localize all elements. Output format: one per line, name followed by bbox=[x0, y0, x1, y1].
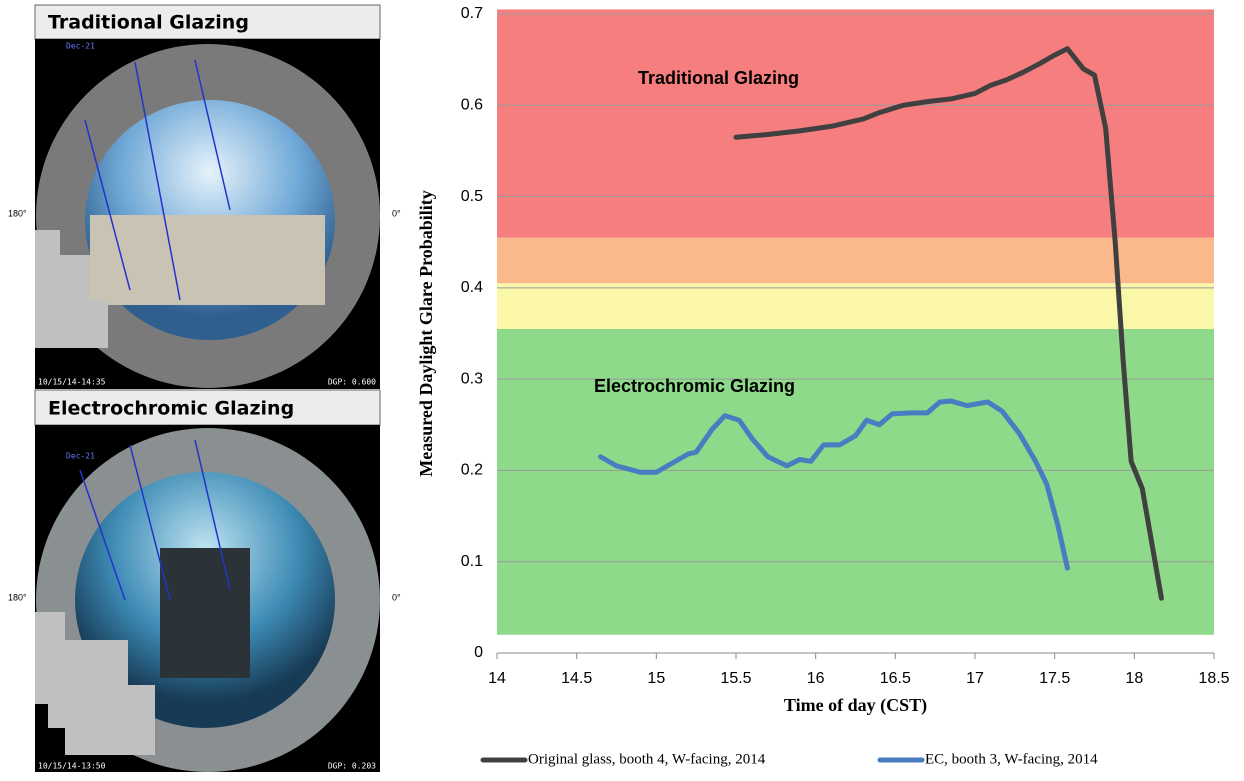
angle-label: 180° bbox=[8, 208, 27, 218]
x-tick-label: 17 bbox=[966, 670, 984, 687]
y-tick-label: 0.7 bbox=[461, 5, 483, 22]
booth bbox=[160, 548, 250, 678]
panel-label: Traditional Glazing bbox=[48, 12, 249, 34]
y-tick-label: 0.5 bbox=[461, 188, 483, 205]
timestamp: 10/15/14-13:50 bbox=[38, 762, 106, 771]
x-axis-label: Time of day (CST) bbox=[784, 695, 927, 716]
y-axis-label: Measured Daylight Glare Probability bbox=[416, 190, 436, 477]
x-tick-label: 18.5 bbox=[1198, 670, 1229, 687]
mask bbox=[90, 300, 108, 348]
dgp-value: DGP: 0.600 bbox=[328, 378, 376, 387]
y-tick-label: 0.3 bbox=[461, 370, 483, 387]
photo-panel: Traditional Glazing Dec-21 180° 0° 10/15… bbox=[8, 5, 401, 389]
angle-label: 0° bbox=[392, 208, 401, 218]
x-tick-label: 15.5 bbox=[720, 670, 751, 687]
date-label: Dec-21 bbox=[66, 452, 95, 461]
page: Traditional Glazing Dec-21 180° 0° 10/15… bbox=[0, 0, 1244, 776]
y-tick-label: 0.4 bbox=[461, 279, 483, 296]
photo-panel: Electrochromic Glazing Dec-21 180° 0° 10… bbox=[8, 390, 401, 772]
y-tick-label: 0.2 bbox=[461, 462, 483, 479]
angle-label: 180° bbox=[8, 592, 27, 602]
glare-band bbox=[497, 283, 1214, 329]
x-tick-label: 16 bbox=[807, 670, 825, 687]
timestamp: 10/15/14-14:35 bbox=[38, 378, 106, 387]
x-tick-label: 17.5 bbox=[1039, 670, 1070, 687]
chart: 0 0.1 0.2 0.3 0.4 0.5 0.6 0.7 14 14.5 15 15.5 16 16.5… bbox=[416, 5, 1230, 767]
date-label: Dec-21 bbox=[66, 42, 95, 51]
mask bbox=[65, 685, 155, 755]
x-tick-label: 14 bbox=[488, 670, 506, 687]
y-tick-label: 0.1 bbox=[461, 553, 483, 570]
dgp-value: DGP: 0.203 bbox=[328, 762, 376, 771]
x-tick-label: 18 bbox=[1125, 670, 1143, 687]
annotation: Electrochromic Glazing bbox=[594, 376, 795, 396]
angle-label: 0° bbox=[392, 592, 401, 602]
x-tick-label: 14.5 bbox=[561, 670, 592, 687]
x-tick-label: 15 bbox=[647, 670, 665, 687]
x-tick-label: 16.5 bbox=[880, 670, 911, 687]
legend-label: Original glass, booth 4, W-facing, 2014 bbox=[528, 751, 766, 767]
annotation: Traditional Glazing bbox=[638, 68, 799, 88]
ground bbox=[90, 215, 325, 305]
y-tick-label: 0 bbox=[474, 644, 483, 661]
mask bbox=[35, 230, 60, 348]
panel-label: Electrochromic Glazing bbox=[48, 398, 294, 420]
legend-label: EC, booth 3, W-facing, 2014 bbox=[925, 751, 1098, 767]
glare-band bbox=[497, 238, 1214, 284]
y-tick-label: 0.6 bbox=[461, 97, 483, 114]
mask bbox=[60, 255, 90, 348]
